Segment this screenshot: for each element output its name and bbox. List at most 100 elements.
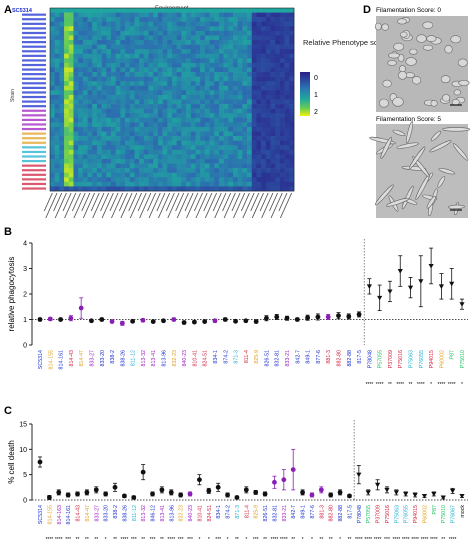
heatmap-cell [157, 126, 163, 132]
yeast-cell [442, 94, 451, 102]
heatmap-cell [181, 122, 187, 128]
heatmap-cell [186, 94, 192, 100]
heatmap-cell [195, 90, 201, 96]
heatmap-cell [125, 49, 131, 55]
heatmap-cell [54, 136, 60, 141]
heatmap-cell [64, 21, 70, 27]
heatmap-cell [195, 21, 201, 27]
heatmap-cell [111, 62, 116, 68]
heatmap-cell [106, 126, 112, 132]
category-label: 811-12 [131, 350, 137, 366]
heatmap-cell [251, 76, 257, 82]
heatmap-cell [125, 145, 131, 151]
heatmap-cell [73, 177, 79, 183]
data-point [290, 467, 296, 472]
heatmap-cell [115, 172, 121, 178]
heatmap-cell [209, 94, 215, 100]
heatmap-cell [120, 81, 126, 87]
heatmap-cell [275, 35, 281, 41]
heatmap-cell [270, 158, 276, 164]
heatmap-cell [223, 81, 229, 87]
heatmap-cell [96, 12, 102, 18]
heatmap-cell [284, 186, 290, 192]
yeast-cell [457, 58, 468, 67]
heatmap-column-tick [186, 192, 199, 219]
heatmap-cell [157, 104, 163, 109]
data-point [318, 487, 324, 493]
heatmap-cell [68, 126, 74, 132]
heatmap-cell [153, 90, 159, 96]
heatmap-cell [284, 53, 290, 59]
heatmap-cell [82, 154, 88, 160]
heatmap-cell [129, 49, 135, 55]
heatmap-cell [270, 76, 276, 82]
heatmap-cell [162, 53, 168, 59]
heatmap-cell [204, 158, 210, 164]
data-point [377, 295, 383, 301]
colorbar-tick-0: 0 [314, 75, 318, 82]
heatmap-cell [167, 104, 173, 109]
heatmap-cell [284, 181, 290, 187]
heatmap-cell [247, 177, 253, 183]
data-point [428, 263, 434, 269]
heatmap-cell [59, 186, 65, 192]
heatmap-cell [54, 49, 60, 55]
heatmap-row-tick [22, 137, 46, 140]
heatmap-cell [251, 158, 257, 164]
heatmap-cell [92, 12, 98, 18]
heatmap-cell [218, 85, 224, 91]
heatmap-cell [125, 12, 131, 18]
category-label: 840-23 [188, 505, 194, 522]
heatmap-cell [200, 163, 206, 169]
heatmap-cell [92, 177, 98, 183]
heatmap-cell [54, 85, 60, 91]
heatmap-cell [247, 126, 253, 132]
heatmap-cell [106, 163, 112, 169]
heatmap-cell [186, 149, 192, 155]
heatmap-cell [64, 136, 70, 141]
heatmap-cell [92, 85, 98, 91]
heatmap-cell [111, 53, 116, 59]
heatmap-cell [172, 131, 177, 137]
heatmap-cell [106, 67, 112, 73]
heatmap-cell [153, 126, 159, 132]
significance-mark: **** [364, 537, 372, 543]
heatmap-cell [247, 53, 253, 59]
heatmap-cell [101, 26, 107, 32]
heatmap-cell [54, 117, 60, 123]
heatmap-cell [153, 72, 159, 77]
heatmap-cell [92, 44, 98, 50]
heatmap-cell [106, 131, 112, 137]
heatmap-cell [275, 177, 281, 183]
heatmap-cell [265, 90, 271, 96]
heatmap-cell [120, 8, 126, 13]
yeast-cell [412, 76, 422, 85]
heatmap-cell [73, 81, 79, 87]
heatmap-cell [251, 44, 257, 50]
heatmap-cell [186, 62, 192, 68]
heatmap-cell [134, 85, 140, 91]
heatmap-cell [242, 181, 248, 187]
heatmap-cell [101, 145, 107, 151]
heatmap-row-tick [22, 127, 46, 131]
heatmap-cell [218, 53, 224, 59]
heatmap-cell [129, 76, 135, 82]
heatmap-cell [54, 12, 60, 18]
data-point [178, 492, 184, 498]
data-point [191, 319, 197, 325]
heatmap-cell [261, 35, 267, 41]
heatmap-cell [125, 149, 131, 155]
heatmap-cell [176, 181, 182, 187]
heatmap-cell [148, 108, 154, 114]
heatmap-cell [209, 136, 215, 141]
significance-mark: **** [365, 382, 373, 388]
heatmap-cell [176, 12, 182, 18]
heatmap-row-tick [22, 132, 46, 135]
heatmap-cell [186, 168, 192, 174]
heatmap-cell [172, 158, 177, 164]
heatmap-cell [265, 104, 271, 109]
heatmap-cell [233, 76, 238, 82]
heatmap-cell [125, 136, 131, 141]
heatmap-cell [214, 85, 220, 91]
heatmap-cell [96, 136, 102, 141]
